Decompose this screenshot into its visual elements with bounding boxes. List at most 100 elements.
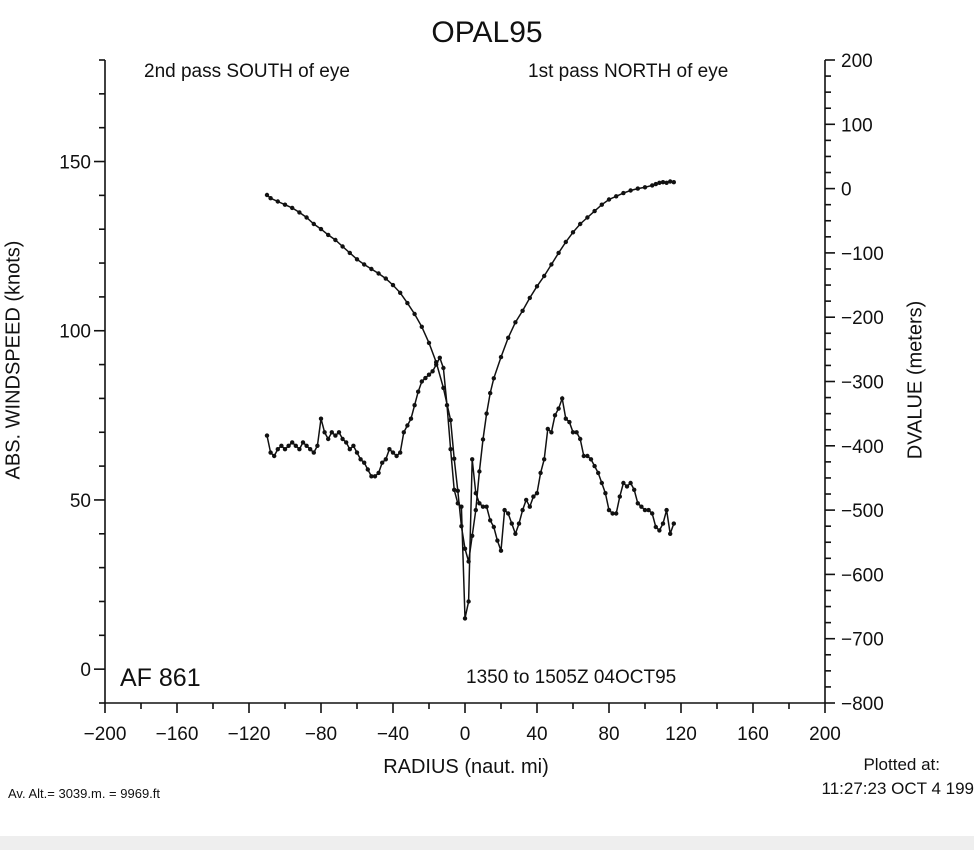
plotted-at-label: Plotted at: bbox=[863, 755, 940, 774]
dvalue-point bbox=[606, 197, 612, 202]
windspeed-point bbox=[275, 447, 280, 452]
x-tick-label: −200 bbox=[84, 724, 127, 745]
x-tick-label: 160 bbox=[737, 724, 769, 745]
windspeed-point bbox=[329, 430, 334, 435]
windspeed-point bbox=[574, 430, 579, 435]
dvalue-point bbox=[599, 202, 604, 207]
windspeed-point bbox=[477, 501, 482, 506]
average-altitude: Av. Alt.= 3039.m. = 9969.ft bbox=[8, 786, 161, 801]
windspeed-point bbox=[466, 599, 471, 604]
windspeed-point bbox=[304, 443, 309, 448]
x-tick-label: −120 bbox=[228, 724, 271, 745]
windspeed-point bbox=[282, 447, 288, 452]
dvalue-point bbox=[448, 417, 453, 423]
windspeed-point bbox=[426, 372, 432, 377]
windspeed-point bbox=[351, 443, 356, 448]
x-tick-label: 0 bbox=[460, 724, 471, 745]
left-y-tick-label: 0 bbox=[80, 660, 91, 681]
plotted-time: 11:27:23 OCT 4 199 bbox=[821, 779, 974, 798]
windspeed-point bbox=[380, 460, 385, 465]
dvalue-point bbox=[268, 196, 273, 201]
right-y-tick-label: 100 bbox=[841, 115, 873, 136]
windspeed-point bbox=[570, 430, 576, 435]
dvalue-point bbox=[412, 311, 417, 317]
windspeed-point bbox=[650, 511, 655, 516]
dvalue-point bbox=[668, 179, 673, 184]
dvalue-point bbox=[390, 282, 396, 288]
windspeed-point bbox=[513, 531, 518, 536]
windspeed-point bbox=[639, 504, 644, 509]
windspeed-point bbox=[545, 426, 550, 432]
windspeed-point bbox=[293, 443, 298, 448]
windspeed-point bbox=[660, 521, 666, 526]
x-tick-label: 40 bbox=[526, 724, 547, 745]
right-y-tick-label: −700 bbox=[841, 630, 884, 651]
windspeed-point bbox=[617, 494, 622, 499]
windspeed-point bbox=[408, 416, 414, 421]
x-tick-label: −80 bbox=[305, 724, 337, 745]
windspeed-point bbox=[444, 403, 450, 408]
windspeed-point bbox=[369, 474, 374, 479]
windspeed-point bbox=[534, 491, 540, 496]
windspeed-point bbox=[606, 507, 612, 513]
windspeed-point bbox=[491, 524, 496, 530]
right-y-ticks: 200 100 0 −100 −200 −300 −400 −500 −600 −700 −800 bbox=[825, 51, 884, 715]
windspeed-point bbox=[264, 433, 270, 438]
windspeed-point bbox=[506, 511, 511, 516]
windspeed-point bbox=[488, 518, 493, 523]
windspeed-point bbox=[336, 430, 342, 435]
windspeed-point bbox=[668, 531, 673, 536]
left-y-tick-label: 150 bbox=[59, 153, 91, 174]
right-y-tick-label: −400 bbox=[841, 437, 884, 458]
dvalue-point bbox=[653, 181, 658, 187]
left-y-tick-label: 100 bbox=[59, 322, 91, 343]
dvalue-point bbox=[383, 276, 388, 281]
dvalue-point bbox=[556, 250, 561, 256]
left-y-tick-label: 50 bbox=[70, 491, 91, 512]
windspeed-point bbox=[358, 457, 363, 462]
windspeed-point bbox=[542, 457, 547, 462]
right-y-axis-label-text: DVALUE (meters) bbox=[904, 300, 927, 460]
windspeed-point bbox=[549, 430, 554, 435]
windspeed-point bbox=[596, 470, 601, 476]
windspeed-point bbox=[578, 436, 583, 442]
windspeed-point bbox=[516, 521, 522, 526]
windspeed-point bbox=[480, 504, 486, 509]
dvalue-point bbox=[642, 185, 648, 190]
windspeed-point bbox=[315, 443, 320, 448]
dvalue-point bbox=[311, 221, 316, 227]
dvalue-point bbox=[333, 237, 338, 243]
windspeed-point bbox=[470, 457, 475, 462]
dvalue-point bbox=[578, 221, 583, 227]
windspeed-point bbox=[376, 470, 381, 476]
series-group bbox=[264, 179, 676, 621]
windspeed-point bbox=[459, 504, 464, 509]
windspeed-point bbox=[473, 491, 478, 496]
windspeed-point bbox=[646, 507, 651, 513]
dvalue-point bbox=[520, 308, 525, 313]
windspeed-point bbox=[552, 413, 558, 418]
dvalue-point bbox=[354, 257, 360, 262]
windspeed-series-line bbox=[266, 355, 675, 619]
dvalue-point bbox=[304, 215, 309, 220]
windspeed-point bbox=[632, 487, 637, 492]
dvalue-point bbox=[362, 262, 367, 267]
windspeed-point bbox=[272, 453, 277, 459]
windspeed-point bbox=[340, 436, 345, 442]
windspeed-point bbox=[362, 460, 367, 465]
x-axis-label: RADIUS (naut. mi) bbox=[383, 756, 549, 778]
windspeed-point bbox=[279, 443, 284, 448]
windspeed-point bbox=[509, 521, 514, 526]
windspeed-point bbox=[585, 453, 590, 459]
dvalue-point bbox=[484, 411, 489, 416]
windspeed-point bbox=[455, 501, 460, 506]
aircraft-label: AF 861 bbox=[120, 664, 201, 692]
windspeed-point bbox=[344, 440, 349, 445]
windspeed-point bbox=[365, 467, 370, 472]
windspeed-point bbox=[333, 433, 338, 438]
scan-edge-band bbox=[0, 836, 974, 850]
windspeed-point bbox=[437, 355, 442, 360]
windspeed-point bbox=[430, 369, 435, 374]
windspeed-point bbox=[401, 430, 406, 435]
windspeed-point bbox=[563, 416, 568, 421]
